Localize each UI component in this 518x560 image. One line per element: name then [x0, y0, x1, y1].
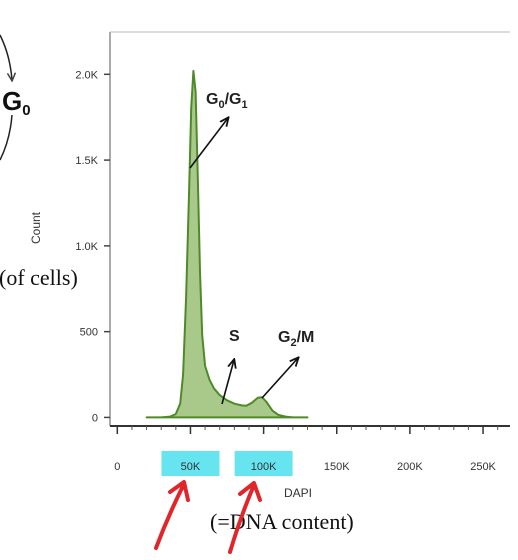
s-arrow [221, 360, 234, 405]
x-tick-label: 250K [470, 461, 496, 473]
cycle-arc-bottom [0, 114, 13, 161]
tick-highlight-box [161, 451, 220, 476]
y-tick-label: 500 [80, 327, 98, 339]
g2m-g: G [278, 329, 290, 346]
x-tick-label: 0 [114, 461, 120, 473]
y-tick-label: 1.5K [75, 155, 98, 167]
red-arrows [154, 480, 262, 554]
g0g1-label: G0/G1 [206, 91, 248, 111]
dna-content-label: (=DNA content) [210, 509, 354, 534]
of-cells-label: (of cells) [0, 265, 78, 290]
g0-label: G0 [2, 86, 31, 119]
histogram-area [145, 69, 309, 419]
red-arrow-50k-icon [154, 480, 190, 550]
x-ticks [116, 426, 484, 434]
y-tick-label: 2.0K [75, 69, 98, 81]
y-tick-label: 0 [92, 412, 98, 424]
s-annotation: S [221, 328, 240, 405]
tick-highlights [161, 451, 293, 476]
cell-cycle-fragment: G0 [0, 34, 31, 161]
g0-subscript: 0 [22, 102, 30, 119]
x-tick-label: 50K [181, 461, 201, 473]
x-tick-labels: 0 50K 100K 150K 200K 250K [114, 461, 496, 473]
g0g1-sub0: 0 [218, 99, 224, 111]
g2m-slash-m: /M [297, 329, 315, 346]
x-axis-title: DAPI [284, 486, 312, 500]
cycle-arc-top [0, 34, 12, 80]
x-tick-label: 200K [397, 461, 423, 473]
x-tick-label: 150K [324, 461, 350, 473]
tick-highlight-box [234, 451, 293, 476]
y-ticks: 0 500 1.0K 1.5K 2.0K [75, 69, 110, 424]
x-tick-label: 100K [251, 461, 277, 473]
g2m-sub2: 2 [290, 337, 296, 349]
s-label: S [229, 328, 240, 345]
y-tick-label: 1.0K [75, 241, 98, 253]
g0g1-sub1: 1 [241, 99, 247, 111]
g2m-arrow [261, 358, 298, 399]
plot-area: 0 500 1.0K 1.5K 2.0K 0 50K 100K 150K 200K 250K [75, 31, 510, 476]
red-arrow-100k-icon [228, 481, 262, 554]
g2m-annotation: G2/M [261, 329, 314, 399]
g0g1-annotation: G0/G1 [189, 91, 248, 169]
g0-letter: G [2, 86, 22, 116]
y-axis-title: Count [29, 211, 43, 244]
g2m-label: G2/M [278, 329, 314, 349]
g0g1-arrow [189, 118, 228, 169]
g0g1-slash-g: /G [225, 91, 242, 108]
g0g1-g: G [206, 91, 218, 108]
